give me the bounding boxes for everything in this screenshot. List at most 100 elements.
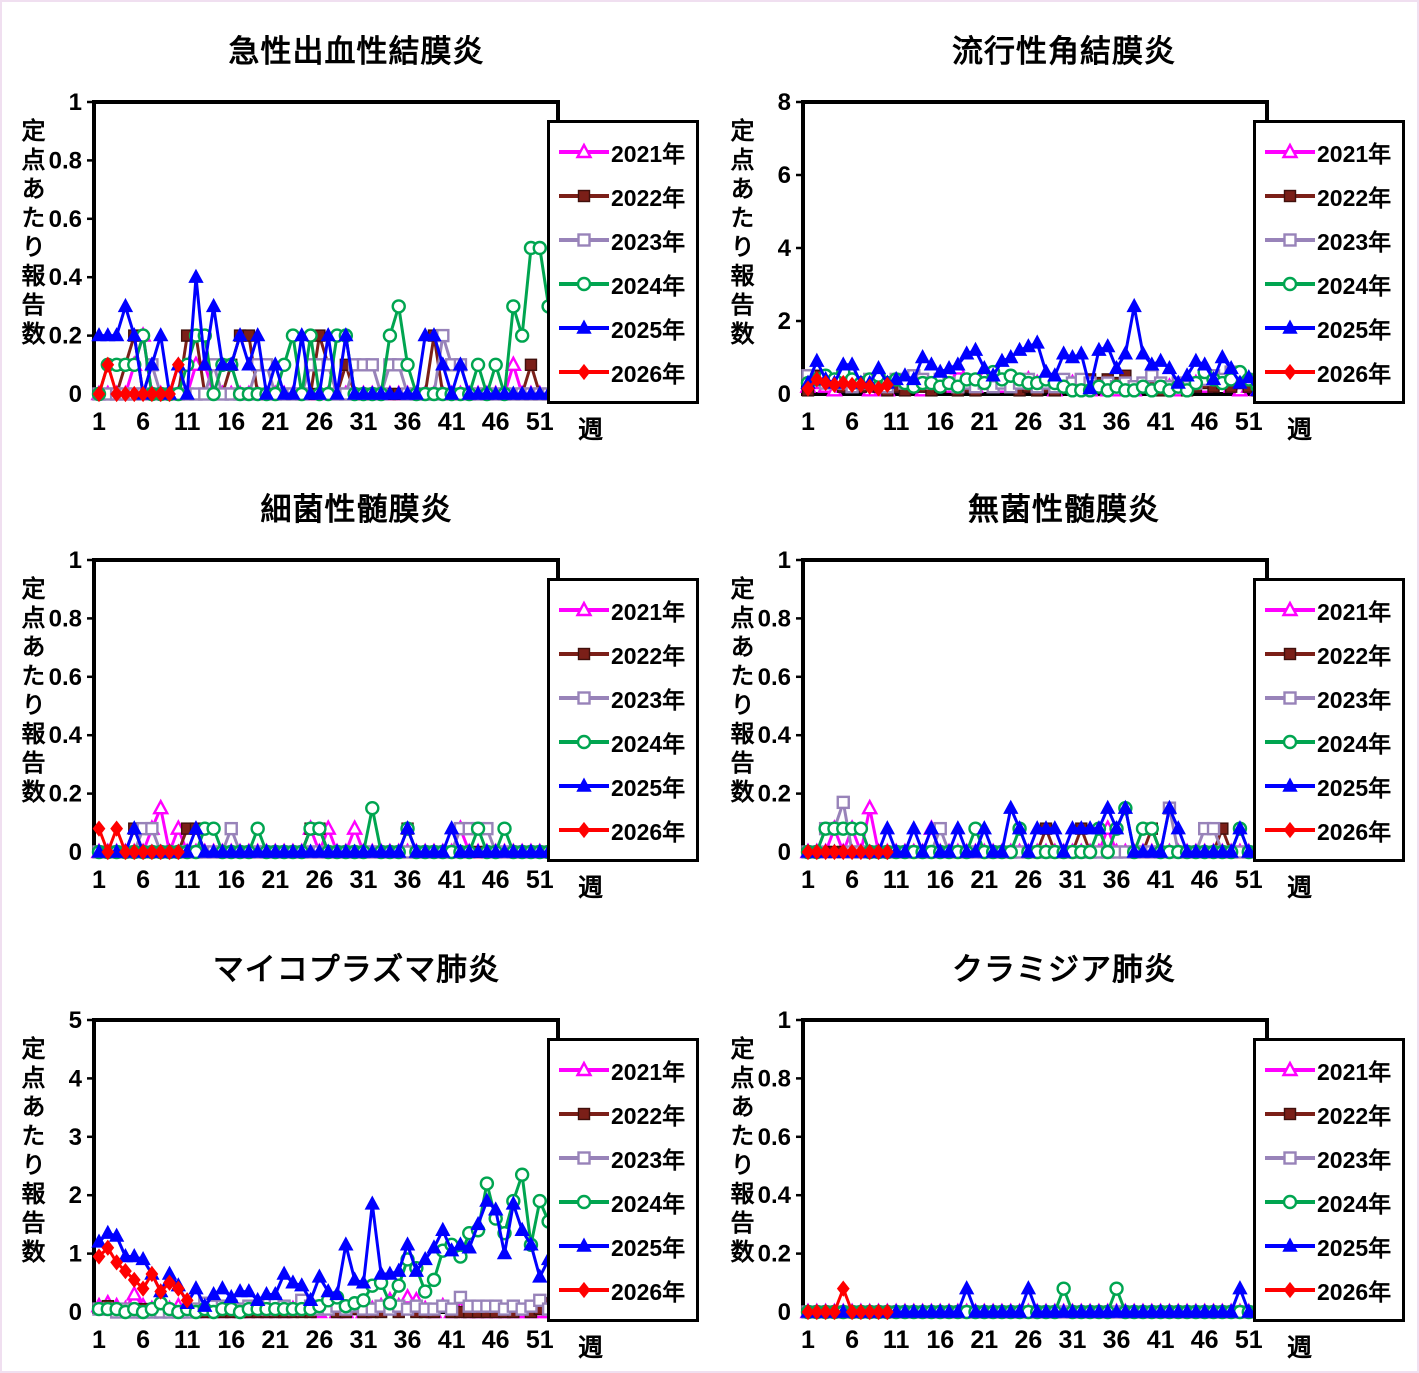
legend-item-2021年: 2021年	[558, 1053, 690, 1087]
legend-year-label: 2025年	[1317, 317, 1392, 343]
x-tick-label: 31	[1059, 866, 1087, 894]
x-tick-label: 1	[92, 408, 106, 436]
legend-marker-swatch	[1265, 821, 1315, 839]
x-tick-label: 31	[1059, 1326, 1087, 1354]
data-marker	[1281, 600, 1299, 617]
data-marker	[443, 385, 460, 400]
data-marker	[1197, 356, 1213, 371]
legend-item-2026年: 2026年	[1264, 1273, 1396, 1307]
y-tick-label: 5	[69, 1007, 82, 1034]
y-axis-label: 定点あたり報告数	[726, 576, 753, 808]
data-marker	[1108, 359, 1125, 375]
legend-year-label: 2021年	[1317, 1059, 1392, 1085]
data-marker	[250, 327, 266, 342]
data-marker	[819, 843, 833, 861]
data-marker	[163, 843, 176, 861]
series-line	[97, 1199, 551, 1308]
data-marker	[801, 843, 815, 861]
data-marker	[1082, 844, 1098, 860]
data-marker	[576, 1194, 592, 1210]
data-marker	[897, 367, 913, 382]
data-marker	[92, 820, 106, 837]
data-marker	[144, 356, 160, 371]
data-marker	[1144, 821, 1160, 836]
data-marker	[1091, 820, 1107, 835]
data-marker	[801, 380, 815, 397]
data-marker	[364, 1195, 380, 1210]
data-marker	[479, 1192, 495, 1207]
legend-year-label: 2025年	[611, 775, 686, 801]
data-marker	[470, 357, 486, 372]
data-marker	[1281, 1060, 1299, 1077]
data-marker	[844, 356, 860, 371]
data-marker	[188, 268, 204, 283]
y-tick-label: 1	[778, 547, 791, 574]
y-tick-label: 1	[778, 1007, 791, 1034]
x-tick-label: 36	[394, 866, 422, 894]
legend-year-label: 2021年	[611, 141, 686, 167]
data-marker	[575, 1060, 593, 1077]
legend-item-2024年: 2024年	[558, 725, 690, 759]
y-tick-label: 0	[778, 1299, 791, 1326]
y-axis-label: 定点あたり報告数	[17, 1036, 44, 1268]
legend-box: 2021年 2022年 2023年 2024年 2025年 2026年	[547, 1038, 699, 1322]
legend-year-label: 2024年	[611, 273, 686, 299]
x-tick-label: 46	[1191, 1326, 1219, 1354]
data-marker	[127, 843, 141, 861]
data-marker	[576, 319, 592, 334]
y-tick-label: 0.6	[758, 1124, 791, 1151]
data-marker	[1117, 799, 1134, 814]
x-tick-label: 51	[526, 1326, 554, 1354]
legend-year-label: 2022年	[1317, 185, 1392, 211]
data-marker	[1073, 345, 1089, 360]
legend-item-2023年: 2023年	[1264, 1141, 1396, 1175]
data-marker	[1214, 349, 1231, 364]
x-tick-label: 21	[970, 1326, 998, 1354]
legend-marker-swatch	[559, 233, 609, 247]
x-tick-label: 21	[261, 408, 289, 436]
data-marker	[1232, 820, 1248, 835]
data-marker	[576, 777, 592, 792]
data-marker	[810, 843, 824, 861]
data-marker	[950, 820, 966, 835]
data-marker	[100, 1224, 116, 1239]
legend-marker-swatch	[559, 363, 609, 381]
legend-item-2021年: 2021年	[558, 593, 690, 627]
series-2026年	[92, 356, 185, 403]
data-marker	[135, 1250, 151, 1266]
legend-marker-swatch	[1265, 1060, 1315, 1077]
y-tick-label: 0	[69, 381, 82, 408]
legend-box: 2021年 2022年 2023年 2024年 2025年 2026年	[1253, 120, 1405, 404]
data-marker	[950, 1303, 966, 1318]
data-marker	[205, 297, 222, 313]
x-tick-label: 31	[1059, 408, 1087, 436]
data-marker	[1029, 334, 1045, 349]
data-marker	[356, 1293, 371, 1308]
data-marker	[854, 1303, 868, 1321]
y-tick-label: 0.4	[49, 722, 83, 749]
data-marker	[836, 374, 850, 392]
data-marker	[214, 1280, 231, 1295]
x-tick-label: 26	[305, 1326, 333, 1354]
chart-plot: 00.20.40.60.811 6 11 16 21 26 31 36 41 46 51 週	[49, 547, 603, 902]
legend-item-2025年: 2025年	[1264, 769, 1396, 803]
data-marker	[329, 1286, 345, 1301]
x-tick-label: 46	[1191, 408, 1219, 436]
legend-year-label: 2021年	[611, 599, 686, 625]
data-marker	[577, 647, 591, 661]
data-marker	[145, 821, 159, 836]
legend-year-label: 2023年	[1317, 1147, 1392, 1173]
legend-item-2025年: 2025年	[558, 311, 690, 345]
y-tick-label: 1	[69, 1241, 82, 1268]
x-tick-label: 11	[174, 408, 201, 436]
series-2026年	[92, 1239, 194, 1309]
data-marker	[417, 1250, 433, 1266]
data-marker	[836, 843, 850, 861]
plot-frame	[801, 100, 1269, 396]
data-marker	[897, 843, 913, 858]
data-marker	[532, 1268, 548, 1283]
legend-year-label: 2022年	[1317, 1103, 1392, 1129]
data-marker	[819, 1303, 833, 1321]
x-tick-label: 51	[1235, 866, 1263, 894]
